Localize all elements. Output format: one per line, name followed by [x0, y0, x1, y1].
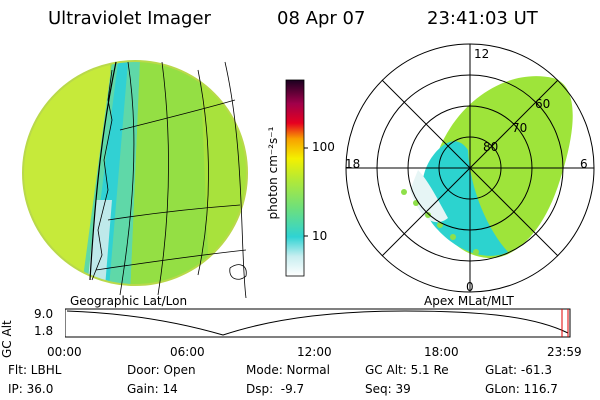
observation-date: 08 Apr 07: [277, 8, 366, 29]
colorbar-tick-100: 100: [312, 140, 335, 154]
geographic-image: [22, 60, 248, 299]
info-dsp: Dsp: -9.7: [246, 382, 305, 396]
lat-label-70: 70: [512, 121, 528, 135]
polar-caption: Apex MLat/MLT: [424, 294, 514, 308]
observation-time: 23:41:03 UT: [427, 8, 538, 29]
mlt-label-0: 0: [466, 280, 474, 294]
info-door: Door: Open: [127, 363, 196, 377]
info-gain: Gain: 14: [127, 382, 178, 396]
lat-label-60: 60: [535, 97, 551, 111]
info-glat: GLat: -61.3: [485, 363, 552, 377]
mlt-label-18: 18: [345, 157, 361, 171]
info-mode: Mode: Normal: [246, 363, 330, 377]
colorbar: [285, 79, 308, 277]
mlt-label-6: 6: [580, 157, 588, 171]
info-glon: GLon: 116.7: [485, 382, 558, 396]
time-tick-06: 06:00: [170, 345, 205, 359]
info-seq: Seq: 39: [365, 382, 411, 396]
geographic-caption: Geographic Lat/Lon: [70, 294, 188, 308]
instrument-title: Ultraviolet Imager: [48, 8, 211, 29]
altitude-tick-1.8: 1.8: [34, 324, 54, 338]
time-tick-2359: 23:59: [547, 345, 582, 359]
mlt-label-12: 12: [474, 47, 490, 61]
time-tick-18: 18:00: [424, 345, 459, 359]
polar-image: [345, 43, 595, 293]
info-flt: Flt: LBHL: [8, 363, 62, 377]
time-tick-12: 12:00: [297, 345, 332, 359]
altitude-y-label: GC Alt: [0, 320, 14, 358]
colorbar-tick-10: 10: [312, 229, 328, 243]
lat-label-80: 80: [483, 140, 499, 154]
info-ip: IP: 36.0: [8, 382, 54, 396]
colorbar-unit-label: photon cm⁻²s⁻¹: [266, 126, 280, 220]
info-gcalt: GC Alt: 5.1 Re: [365, 363, 449, 377]
altitude-plot: [65, 308, 571, 338]
altitude-tick-9: 9.0: [34, 307, 54, 321]
time-tick-00: 00:00: [47, 345, 82, 359]
